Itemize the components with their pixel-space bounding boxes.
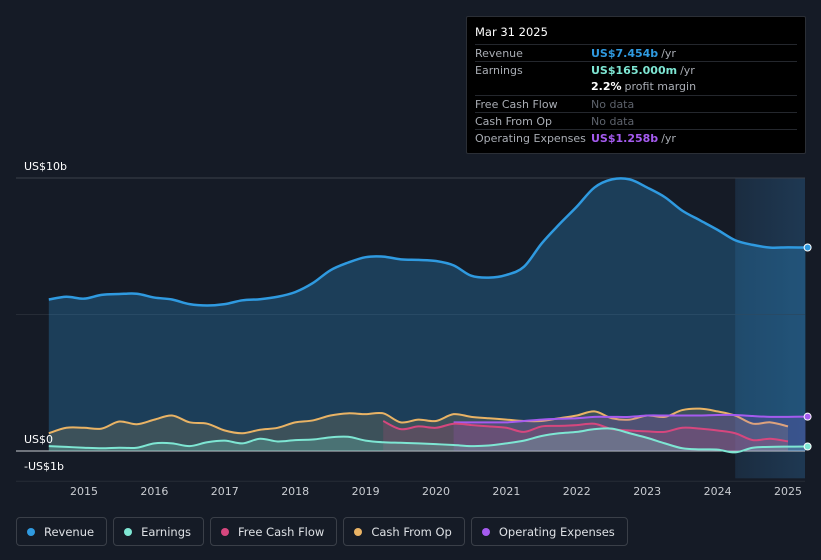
- tooltip-unit: /yr: [661, 132, 676, 145]
- tooltip-row-earnings: Earnings US$165.000m /yr: [475, 61, 797, 78]
- x-tick-label: 2024: [704, 485, 732, 498]
- x-tick-label: 2019: [352, 485, 380, 498]
- legend-label: Revenue: [44, 524, 95, 539]
- tooltip-row-profit-margin: 2.2% profit margin: [475, 78, 797, 95]
- tooltip-row-free-cash-flow: Free Cash Flow No data: [475, 95, 797, 112]
- tooltip-unit: /yr: [661, 47, 676, 60]
- tooltip-value: US$7.454b: [591, 47, 659, 60]
- legend-dot-icon: [27, 527, 35, 536]
- legend-dot-icon: [221, 527, 229, 536]
- legend-label: Operating Expenses: [498, 524, 615, 539]
- tooltip-label: Cash From Op: [475, 115, 553, 128]
- legend-label: Cash From Op: [371, 524, 452, 539]
- legend-item-revenue[interactable]: Revenue: [16, 517, 108, 546]
- tooltip-date: Mar 31 2025: [475, 25, 548, 39]
- free-cash-flow-line: [382, 420, 789, 443]
- revenue-area: [48, 178, 806, 451]
- x-tick-label: 2017: [211, 485, 239, 498]
- earnings-area: [48, 428, 806, 453]
- tooltip-unit: /yr: [680, 64, 695, 77]
- x-tick-label: 2025: [774, 485, 802, 498]
- x-tick-label: 2018: [281, 485, 309, 498]
- tooltip-row-revenue: Revenue US$7.454b /yr: [475, 44, 797, 61]
- cash-from-op-area: [48, 408, 789, 451]
- tooltip-label: Revenue: [475, 47, 523, 60]
- revenue-line: [48, 177, 806, 307]
- x-tick-label: 2020: [422, 485, 450, 498]
- operating-expenses-endpoint[interactable]: [803, 412, 812, 421]
- tooltip-label: [475, 78, 591, 95]
- tooltip-row-operating-expenses: Operating Expenses US$1.258b /yr: [475, 129, 797, 146]
- x-tick-label: 2023: [633, 485, 661, 498]
- earnings-line: [48, 427, 806, 454]
- tooltip-label: Free Cash Flow: [475, 98, 558, 111]
- legend-dot-icon: [481, 527, 490, 536]
- cash-from-op-line: [48, 407, 789, 435]
- legend-label: Earnings: [141, 524, 191, 539]
- tooltip-value: US$1.258b: [591, 132, 659, 145]
- x-tick-label: 2015: [70, 485, 98, 498]
- y-tick-label-zero: US$0: [24, 433, 53, 446]
- legend-item-free-cash-flow[interactable]: Free Cash Flow: [210, 517, 338, 546]
- tooltip-value: 2.2%: [591, 80, 622, 93]
- data-tooltip: Mar 31 2025 Revenue US$7.454b /yr Earnin…: [466, 16, 806, 154]
- tooltip-value: No data: [591, 115, 635, 128]
- y-tick-label-bottom: -US$1b: [24, 460, 64, 473]
- legend-dot-icon: [124, 527, 133, 536]
- forecast-highlight-region: [735, 178, 805, 479]
- earnings-endpoint[interactable]: [803, 442, 812, 451]
- tooltip-unit: profit margin: [624, 80, 697, 93]
- y-tick-label-top: US$10b: [24, 160, 67, 173]
- revenue-endpoint[interactable]: [803, 243, 812, 252]
- legend-item-earnings[interactable]: Earnings: [113, 517, 204, 546]
- tooltip-value: US$165.000m: [591, 64, 678, 77]
- legend-dot-icon: [354, 527, 363, 536]
- x-tick-label: 2021: [492, 485, 520, 498]
- tooltip-value: No data: [591, 98, 635, 111]
- operating-expenses-line: [453, 413, 806, 424]
- tooltip-row-cash-from-op: Cash From Op No data: [475, 112, 797, 129]
- x-tick-label: 2022: [563, 485, 591, 498]
- legend-item-operating-expenses[interactable]: Operating Expenses: [470, 517, 628, 546]
- x-tick-label: 2016: [140, 485, 168, 498]
- tooltip-label: Earnings: [475, 64, 523, 77]
- legend-item-cash-from-op[interactable]: Cash From Op: [343, 517, 465, 546]
- chart-legend: Revenue Earnings Free Cash Flow Cash Fro…: [16, 517, 628, 546]
- legend-label: Free Cash Flow: [238, 524, 325, 539]
- tooltip-label: Operating Expenses: [475, 132, 586, 145]
